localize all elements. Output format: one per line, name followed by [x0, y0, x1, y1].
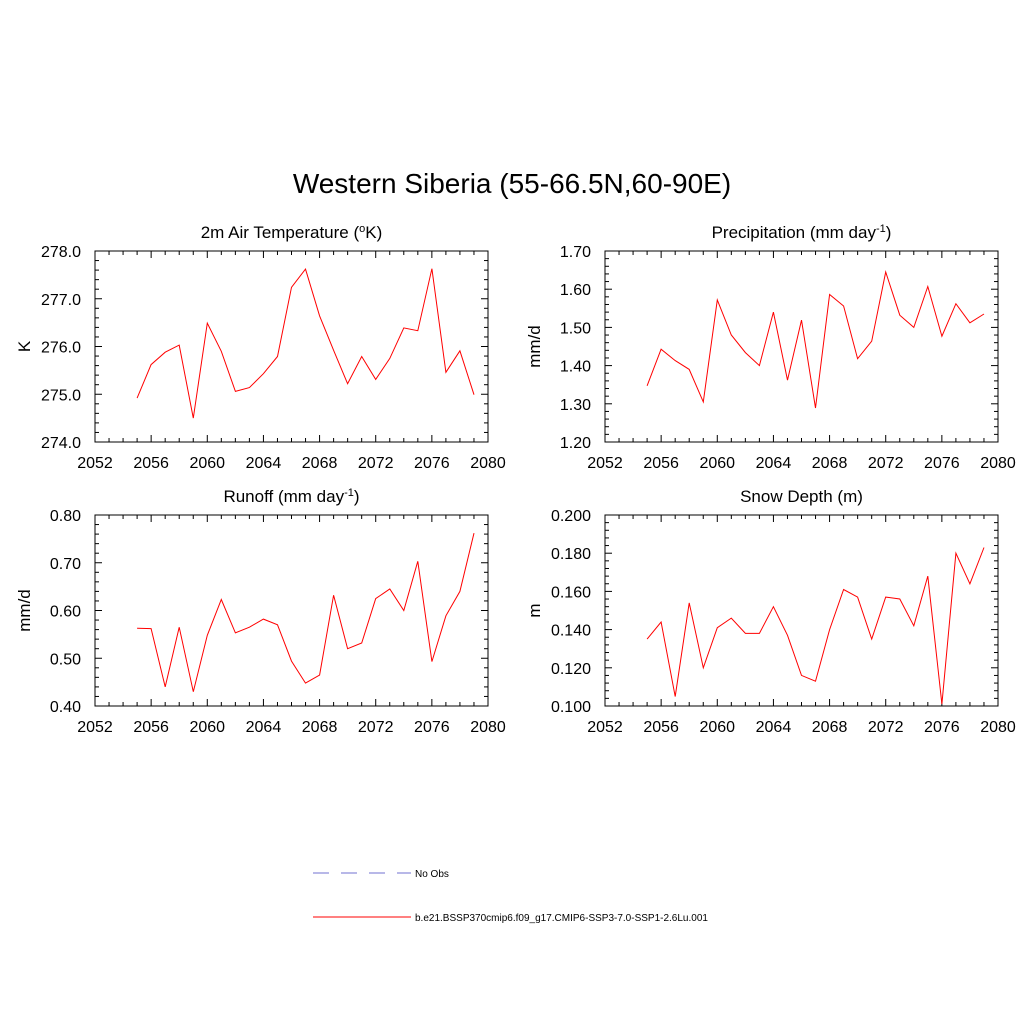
- x-tick-label: 2060: [699, 455, 735, 472]
- x-tick-label: 2056: [133, 455, 169, 472]
- y-tick-label: 0.160: [551, 584, 591, 601]
- x-tick-label: 2052: [77, 455, 113, 472]
- chart-title: 2m Air Temperature (oK): [201, 223, 383, 242]
- y-tick-label: 1.40: [560, 359, 591, 376]
- chart-title: Precipitation (mm day-1): [712, 223, 892, 242]
- x-tick-label: 2052: [587, 455, 623, 472]
- x-tick-label: 2072: [868, 455, 904, 472]
- y-axis-label: m: [525, 603, 544, 617]
- x-tick-label: 2060: [189, 455, 225, 472]
- y-axis-label: mm/d: [525, 325, 544, 368]
- page-title: Western Siberia (55-66.5N,60-90E): [292, 168, 732, 199]
- x-tick-label: 2076: [924, 719, 960, 736]
- y-tick-label: 0.60: [50, 604, 81, 621]
- x-tick-label: 2068: [302, 719, 338, 736]
- chart-panel-3: 2052 2056 2060 2064 2068 2072 2076 2080 0.40 0.50…: [15, 487, 506, 736]
- y-axis-label: K: [15, 340, 34, 352]
- y-tick-label: 1.20: [560, 435, 591, 452]
- series-line: [137, 532, 475, 692]
- y-tick-label: 0.70: [50, 556, 81, 573]
- y-tick-label: 1.60: [560, 282, 591, 299]
- y-tick-label: 277.0: [41, 292, 81, 309]
- x-tick-label: 2072: [868, 719, 904, 736]
- x-tick-label: 2080: [980, 455, 1016, 472]
- x-tick-label: 2068: [812, 455, 848, 472]
- y-tick-label: 276.0: [41, 340, 81, 357]
- x-tick-label: 2056: [643, 455, 679, 472]
- y-tick-label: 0.100: [551, 699, 591, 716]
- y-tick-label: 0.50: [50, 651, 81, 668]
- x-tick-label: 2080: [470, 719, 506, 736]
- y-tick-label: 275.0: [41, 387, 81, 404]
- series-line: [646, 270, 985, 409]
- y-tick-label: 1.50: [560, 320, 591, 337]
- x-tick-label: 2064: [756, 719, 792, 736]
- x-tick-label: 2072: [358, 455, 394, 472]
- x-tick-label: 2056: [133, 719, 169, 736]
- series-line: [646, 547, 985, 705]
- y-tick-label: 0.180: [551, 546, 591, 563]
- x-tick-label: 2052: [587, 719, 623, 736]
- x-tick-label: 2052: [77, 719, 113, 736]
- plot-frame: [94, 514, 489, 707]
- y-axis-label: mm/d: [15, 589, 34, 632]
- y-tick-label: 0.140: [551, 623, 591, 640]
- x-tick-label: 2064: [246, 719, 282, 736]
- y-tick-label: 278.0: [41, 244, 81, 261]
- x-tick-label: 2076: [924, 455, 960, 472]
- y-tick-label: 1.30: [560, 397, 591, 414]
- chart-panel-4: 2052 2056 2060 2064 2068 2072 2076 2080 0.100 0.1…: [525, 487, 1016, 736]
- chart-panel-2: 2052 2056 2060 2064 2068 2072 2076 2080 1.20 1.30…: [525, 223, 1016, 472]
- x-tick-label: 2064: [756, 455, 792, 472]
- y-tick-label: 0.80: [50, 508, 81, 525]
- y-tick-label: 274.0: [41, 435, 81, 452]
- x-tick-label: 2076: [414, 455, 450, 472]
- x-tick-label: 2068: [302, 455, 338, 472]
- x-tick-label: 2068: [812, 719, 848, 736]
- chart-panel-1: 2052 2056 2060 2064 2068 2072 2076 2080 274.0 275…: [15, 223, 506, 472]
- x-tick-label: 2060: [699, 719, 735, 736]
- y-tick-label: 0.40: [50, 699, 81, 716]
- y-tick-label: 1.70: [560, 244, 591, 261]
- x-tick-label: 2064: [246, 455, 282, 472]
- plot-frame: [604, 250, 999, 443]
- y-tick-label: 0.120: [551, 661, 591, 678]
- x-tick-label: 2080: [470, 455, 506, 472]
- chart-title: Snow Depth (m): [740, 487, 863, 506]
- x-tick-label: 2056: [643, 719, 679, 736]
- series-line: [136, 268, 475, 419]
- y-tick-label: 0.200: [551, 508, 591, 525]
- x-tick-label: 2076: [414, 719, 450, 736]
- x-tick-label: 2080: [980, 719, 1016, 736]
- x-tick-label: 2060: [189, 719, 225, 736]
- x-tick-label: 2072: [358, 719, 394, 736]
- chart-title: Runoff (mm day-1): [223, 487, 359, 506]
